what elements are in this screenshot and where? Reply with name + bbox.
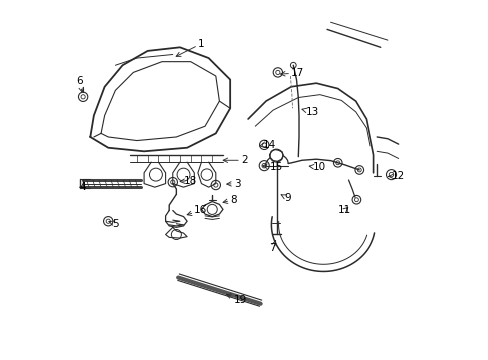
Text: 7: 7 <box>269 240 276 253</box>
Text: 2: 2 <box>223 155 247 165</box>
Text: 9: 9 <box>281 193 290 203</box>
Text: 5: 5 <box>109 219 118 229</box>
Text: 12: 12 <box>388 171 404 181</box>
Text: 1: 1 <box>176 39 204 57</box>
Text: 10: 10 <box>308 162 325 172</box>
Text: 15: 15 <box>262 162 282 172</box>
Text: 13: 13 <box>301 107 318 117</box>
Text: 4: 4 <box>80 182 86 192</box>
Text: 8: 8 <box>223 195 236 205</box>
Text: 16: 16 <box>187 206 207 216</box>
Text: 3: 3 <box>226 179 240 189</box>
Text: 19: 19 <box>226 294 246 305</box>
Text: 18: 18 <box>180 176 196 186</box>
Text: 14: 14 <box>259 140 275 150</box>
Text: 11: 11 <box>337 206 350 216</box>
Text: 6: 6 <box>76 76 83 92</box>
Text: 17: 17 <box>280 68 304 78</box>
